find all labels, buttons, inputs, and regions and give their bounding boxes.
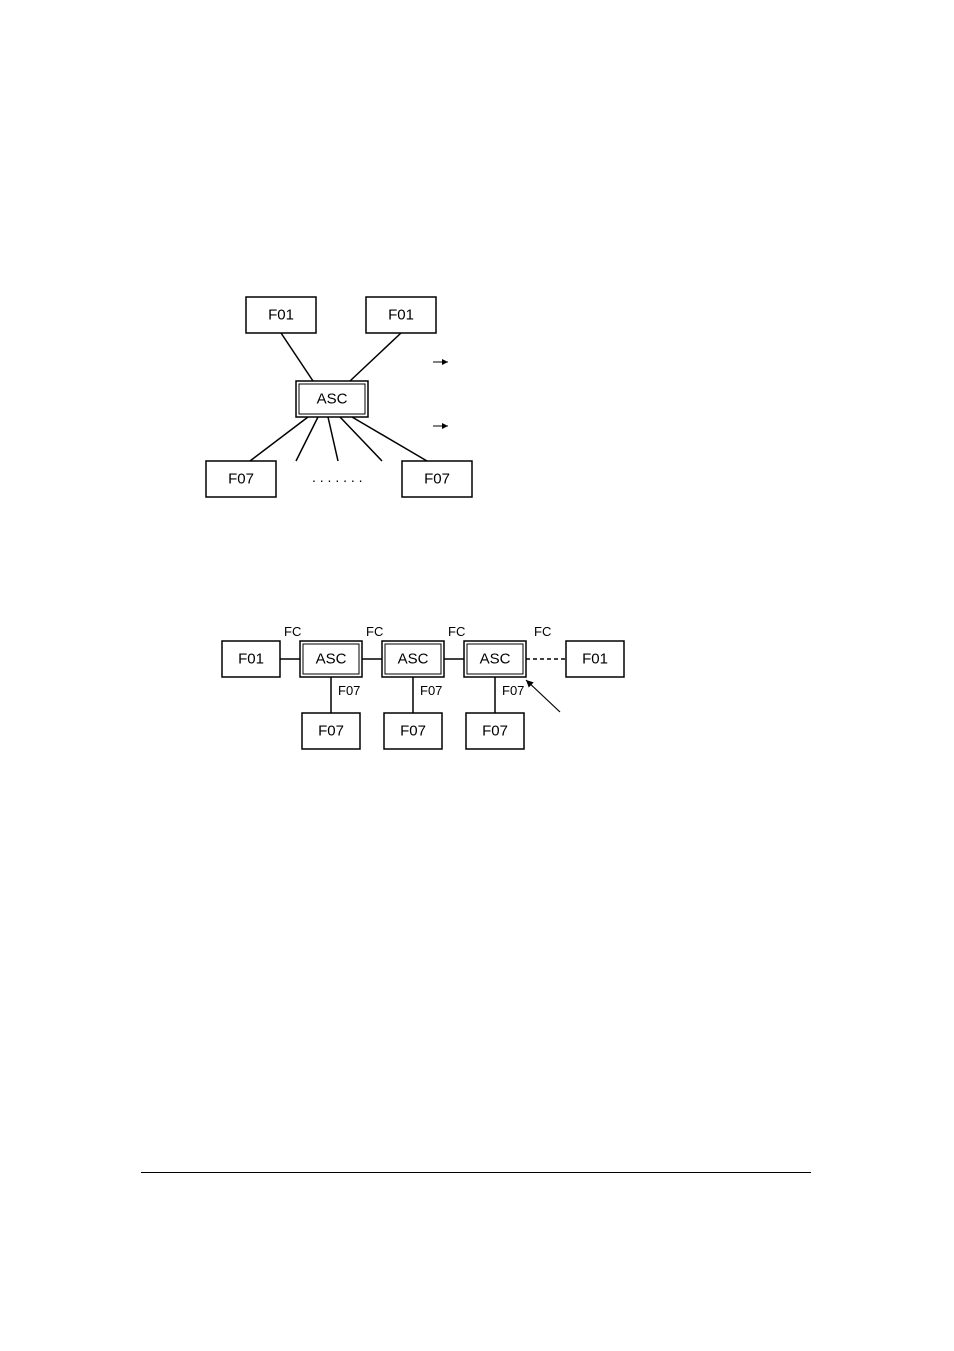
- d1-node-top-left-label: F01: [268, 307, 294, 324]
- d2-node-f01-left: F01: [222, 641, 280, 677]
- diagram-svg: F01 F01 ASC F07 F07 . . . . . . . F01 ASC ASC ASC…: [0, 0, 954, 1351]
- d2-node-f01-right-label: F01: [582, 651, 608, 668]
- d2-node-asc3-label: ASC: [480, 651, 511, 668]
- d1-node-bot-right: F07: [402, 461, 472, 497]
- d2-node-f07-2-label: F07: [400, 723, 426, 740]
- d1-edge-0: [281, 333, 313, 381]
- d2-node-f07-3-label: F07: [482, 723, 508, 740]
- d2-f07-label-0: F07: [338, 683, 360, 698]
- d1-node-top-right: F01: [366, 297, 436, 333]
- d2-node-asc1-label: ASC: [316, 651, 347, 668]
- d2-node-asc1: ASC: [300, 641, 362, 677]
- d2-node-asc2-label: ASC: [398, 651, 429, 668]
- d2-fc-label-2: FC: [448, 624, 465, 639]
- d2-node-f07-2: F07: [384, 713, 442, 749]
- d2-node-f01-left-label: F01: [238, 651, 264, 668]
- d2-node-f01-right: F01: [566, 641, 624, 677]
- d2-node-asc2: ASC: [382, 641, 444, 677]
- d1-node-asc-label: ASC: [317, 391, 348, 408]
- d1-edge-6: [352, 417, 427, 461]
- d2-fc-label-0: FC: [284, 624, 301, 639]
- d2-f07-label-1: F07: [420, 683, 442, 698]
- d1-node-bot-right-label: F07: [424, 471, 450, 488]
- d1-edge-4: [328, 417, 338, 461]
- d1-node-top-right-label: F01: [388, 307, 414, 324]
- d2-node-f07-3: F07: [466, 713, 524, 749]
- d2-node-f07-1: F07: [302, 713, 360, 749]
- d1-edge-1: [350, 333, 401, 381]
- footer-rule: [141, 1172, 811, 1173]
- d1-edge-5: [340, 417, 382, 461]
- d2-f07-label-2: F07: [502, 683, 524, 698]
- d1-ellipsis: . . . . . . .: [312, 469, 363, 485]
- d1-node-bot-left: F07: [206, 461, 276, 497]
- d1-node-top-left: F01: [246, 297, 316, 333]
- d2-node-asc3: ASC: [464, 641, 526, 677]
- d2-node-f07-1-label: F07: [318, 723, 344, 740]
- d1-node-bot-left-label: F07: [228, 471, 254, 488]
- d2-pointer-arrow: [526, 680, 560, 712]
- d2-fc-label-3: FC: [534, 624, 551, 639]
- d1-node-asc: ASC: [296, 381, 368, 417]
- page-container: F01 F01 ASC F07 F07 . . . . . . . F01 ASC ASC ASC…: [0, 0, 954, 1351]
- d2-fc-label-1: FC: [366, 624, 383, 639]
